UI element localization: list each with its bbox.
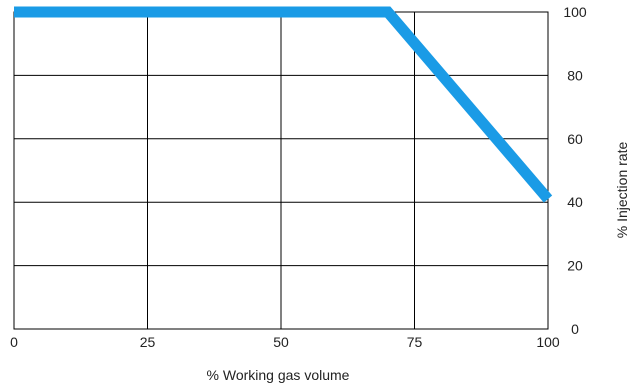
x-tick-label-4: 100 xyxy=(536,334,560,350)
y-tick-label-4: 80 xyxy=(567,67,583,83)
y-tick-label-3: 60 xyxy=(567,131,583,147)
x-tick-labels: 0 25 50 75 100 xyxy=(10,334,560,350)
series-line-0 xyxy=(14,6,553,203)
grid-lines xyxy=(13,11,549,330)
x-tick-label-3: 75 xyxy=(407,334,423,350)
x-axis-title: % Working gas volume xyxy=(207,367,350,383)
x-tick-label-1: 25 xyxy=(140,334,156,350)
y-tick-labels: 0 20 40 60 80 100 xyxy=(563,4,587,337)
y-tick-label-1: 20 xyxy=(567,258,583,274)
y-axis-title: % Injection rate xyxy=(614,142,630,239)
series-layer xyxy=(14,6,553,203)
y-tick-label-2: 40 xyxy=(567,194,583,210)
y-tick-label-0: 0 xyxy=(571,321,579,337)
y-tick-label-5: 100 xyxy=(563,4,587,20)
x-tick-label-2: 50 xyxy=(273,334,289,350)
x-tick-label-0: 0 xyxy=(10,334,18,350)
